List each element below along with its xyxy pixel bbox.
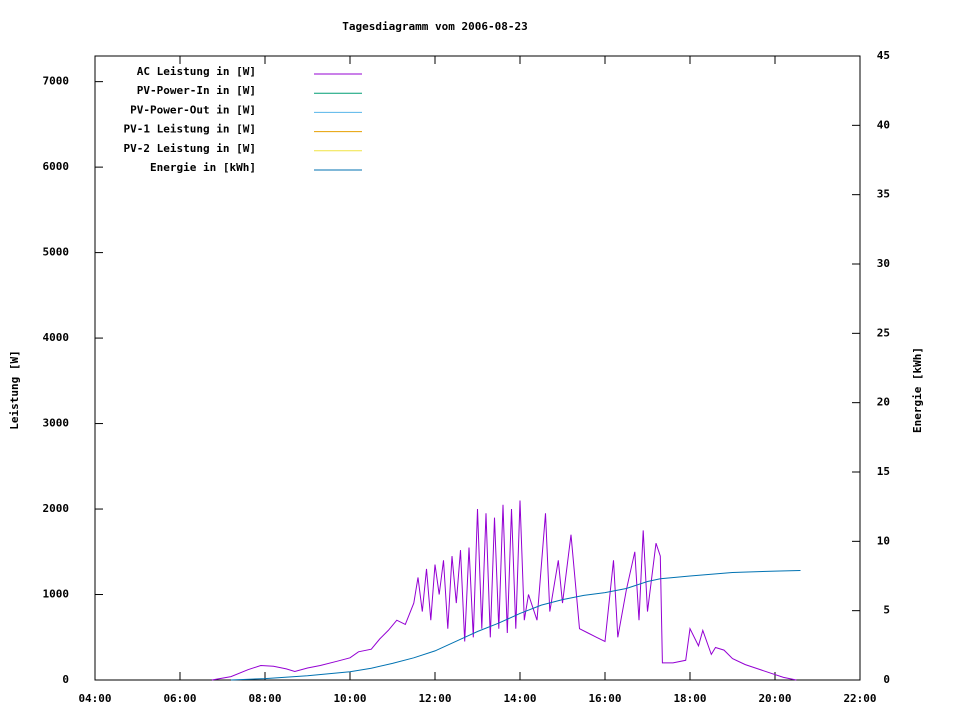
legend-label: PV-Power-In in [W] xyxy=(137,84,256,97)
x-tick-label: 20:00 xyxy=(758,692,791,705)
y2-tick-label: 25 xyxy=(877,326,890,339)
legend-label: Energie in [kWh] xyxy=(150,161,256,174)
series-line xyxy=(211,500,797,681)
x-tick-label: 16:00 xyxy=(588,692,621,705)
y2-tick-label: 40 xyxy=(877,118,890,131)
y2-tick-label: 10 xyxy=(877,534,890,547)
legend-label: AC Leistung in [W] xyxy=(137,65,256,78)
x-tick-label: 08:00 xyxy=(248,692,281,705)
x-tick-label: 12:00 xyxy=(418,692,451,705)
y-tick-label: 2000 xyxy=(43,502,70,515)
x-tick-label: 14:00 xyxy=(503,692,536,705)
x-tick-label: 18:00 xyxy=(673,692,706,705)
y-tick-label: 7000 xyxy=(43,75,70,88)
y-tick-label: 5000 xyxy=(43,246,70,259)
x-tick-label: 10:00 xyxy=(333,692,366,705)
y2-tick-label: 30 xyxy=(877,257,890,270)
y-tick-label: 6000 xyxy=(43,160,70,173)
y2-tick-label: 20 xyxy=(877,396,890,409)
y-axis-label: Leistung [W] xyxy=(8,350,21,429)
y-tick-label: 3000 xyxy=(43,417,70,430)
y2-tick-label: 5 xyxy=(883,604,890,617)
legend-label: PV-2 Leistung in [W] xyxy=(124,142,256,155)
y2-tick-label: 45 xyxy=(877,49,890,62)
y2-tick-label: 35 xyxy=(877,188,890,201)
series-line xyxy=(230,570,801,681)
y-tick-label: 0 xyxy=(62,673,69,686)
x-tick-label: 06:00 xyxy=(163,692,196,705)
y2-tick-label: 15 xyxy=(877,465,890,478)
plot-frame xyxy=(94,55,861,681)
x-tick-label: 22:00 xyxy=(843,692,876,705)
chart-title: Tagesdiagramm vom 2006-08-23 xyxy=(342,20,527,33)
y-tick-label: 1000 xyxy=(43,588,70,601)
x-tick-label: 04:00 xyxy=(78,692,111,705)
y2-tick-label: 0 xyxy=(883,673,890,686)
legend-label: PV-1 Leistung in [W] xyxy=(124,123,256,136)
y2-axis-label: Energie [kWh] xyxy=(911,347,924,433)
legend-label: PV-Power-Out in [W] xyxy=(130,103,256,116)
y-tick-label: 4000 xyxy=(43,331,70,344)
